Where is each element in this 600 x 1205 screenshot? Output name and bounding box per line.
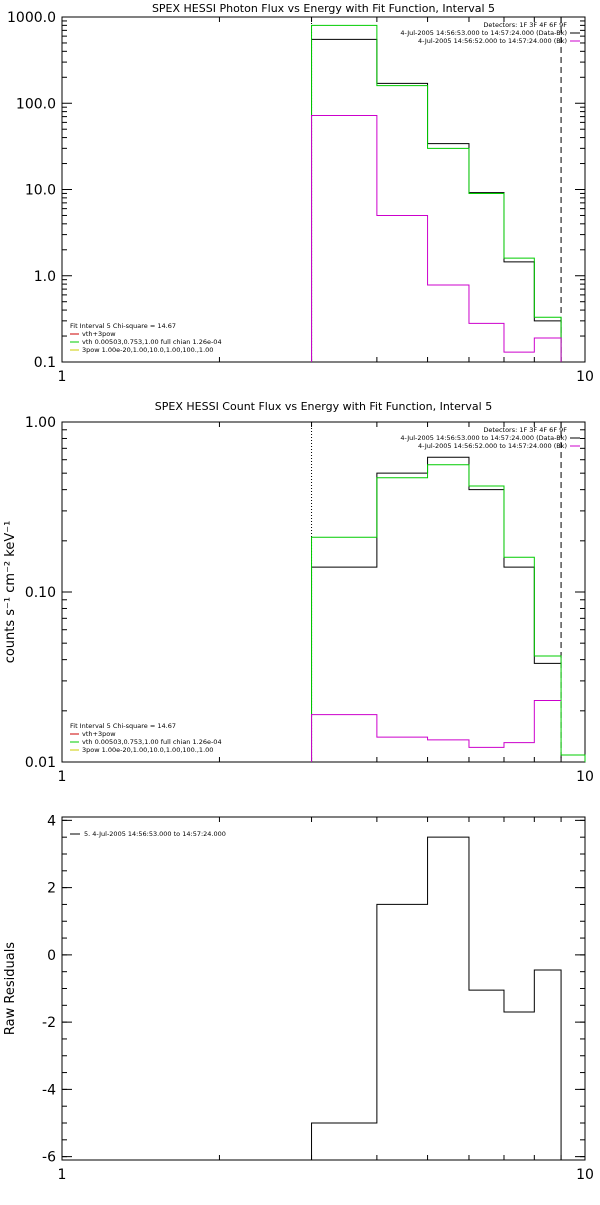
- y-tick-label: -6: [42, 1150, 56, 1166]
- legend-entry: 4-Jul-2005 14:56:53.000 to 14:57:24.000 …: [400, 29, 567, 37]
- y-axis: 0.01 0.10 1.00: [25, 415, 585, 771]
- legend-entry: vth 0.00503,0.753,1.00 full chian 1.26e-…: [82, 338, 222, 346]
- y-tick-label: 0.01: [25, 755, 56, 771]
- y-tick-label: 10.0: [25, 183, 56, 199]
- y-axis-label: counts s⁻¹ cm⁻² keV⁻¹: [3, 521, 18, 664]
- y-tick-label: 0.1: [34, 355, 56, 371]
- legend-top-right: Detectors: 1F 3F 4F 6F 9F4-Jul-2005 14:5…: [400, 426, 580, 450]
- series-group: [311, 456, 586, 762]
- y-tick-label: 1.0: [34, 269, 56, 285]
- legend-top-left: 5. 4-Jul-2005 14:56:53.000 to 14:57:24.0…: [70, 830, 226, 838]
- legend-entry: Fit Interval 5 Chi-square = 14.67: [70, 722, 176, 730]
- legend-entry: 3pow 1.00e-20,1.00,10.0,1.00,100.,1.00: [82, 346, 213, 354]
- x-tick-label: 1: [58, 769, 67, 785]
- y-tick-label: 0.10: [25, 585, 56, 601]
- legend-entry: 3pow 1.00e-20,1.00,10.0,1.00,100.,1.00: [82, 746, 213, 754]
- y-tick-label: 4: [47, 813, 56, 829]
- legend-entry: vth+3pow: [82, 330, 116, 338]
- chart-panel-2: SPEX HESSI Count Flux vs Energy with Fit…: [3, 400, 594, 785]
- y-tick-label: 1.00: [25, 415, 56, 431]
- y-axis-label: Raw Residuals: [3, 942, 18, 1035]
- series-line-3: [311, 700, 562, 762]
- chart-panel-1: SPEX HESSI Photon Flux vs Energy with Fi…: [7, 2, 594, 385]
- series-line-2: [311, 24, 562, 362]
- legend-entry: vth+3pow: [82, 730, 116, 738]
- chart-title: SPEX HESSI Photon Flux vs Energy with Fi…: [152, 2, 495, 15]
- x-tick-label: 1: [58, 369, 67, 385]
- y-tick-label: 0: [47, 948, 56, 964]
- legend-entry: 4-Jul-2005 14:56:52.000 to 14:57:24.000 …: [418, 442, 567, 450]
- x-tick-label: 10: [576, 1167, 594, 1183]
- x-tick-label: 1: [58, 1167, 67, 1183]
- y-tick-label: 1000.0: [7, 10, 56, 26]
- x-tick-label: 10: [576, 369, 594, 385]
- series-line-1: [311, 456, 562, 762]
- legend-bottom-left: Fit Interval 5 Chi-square = 14.67vth+3po…: [70, 722, 222, 754]
- y-tick-label: 100.0: [16, 96, 56, 112]
- legend-entry: Detectors: 1F 3F 4F 6F 9F: [483, 21, 567, 29]
- legend-entry: 5. 4-Jul-2005 14:56:53.000 to 14:57:24.0…: [84, 830, 226, 838]
- x-axis: 1 10: [58, 817, 594, 1183]
- x-tick-label: 10: [576, 769, 594, 785]
- series-line-1: [311, 836, 562, 1160]
- chart-panel-3: 1 10 -6 -4 -2 0 2 4 Raw Residuals 5. 4-Jul-2005 1…: [3, 813, 594, 1183]
- legend-entry: vth 0.00503,0.753,1.00 full chian 1.26e-…: [82, 738, 222, 746]
- chart-title: SPEX HESSI Count Flux vs Energy with Fit…: [155, 400, 492, 413]
- y-tick-label: -2: [42, 1015, 56, 1031]
- series-line-2: [311, 464, 586, 762]
- series-line-1: [311, 38, 562, 362]
- series-group: [311, 24, 562, 362]
- y-axis: 0.1 1.0 10.0 100.0 1000.0: [7, 10, 585, 371]
- series-group: [311, 836, 562, 1160]
- plot-frame: [61, 16, 586, 363]
- x-axis: 1 10: [58, 422, 594, 785]
- legend-entry: Fit Interval 5 Chi-square = 14.67: [70, 322, 176, 330]
- y-axis: -6 -4 -2 0 2 4: [42, 813, 585, 1166]
- legend-entry: Detectors: 1F 3F 4F 6F 9F: [483, 426, 567, 434]
- legend-bottom-left: Fit Interval 5 Chi-square = 14.67vth+3po…: [70, 322, 222, 354]
- legend-top-right: Detectors: 1F 3F 4F 6F 9F4-Jul-2005 14:5…: [400, 21, 580, 45]
- plot-frame: [61, 816, 586, 1161]
- legend-entry: 4-Jul-2005 14:56:52.000 to 14:57:24.000 …: [418, 37, 567, 45]
- series-line-3: [311, 115, 562, 362]
- y-tick-label: 2: [47, 881, 56, 897]
- plot-frame: [61, 421, 586, 763]
- legend-entry: 4-Jul-2005 14:56:53.000 to 14:57:24.000 …: [400, 434, 567, 442]
- y-tick-label: -4: [42, 1082, 56, 1098]
